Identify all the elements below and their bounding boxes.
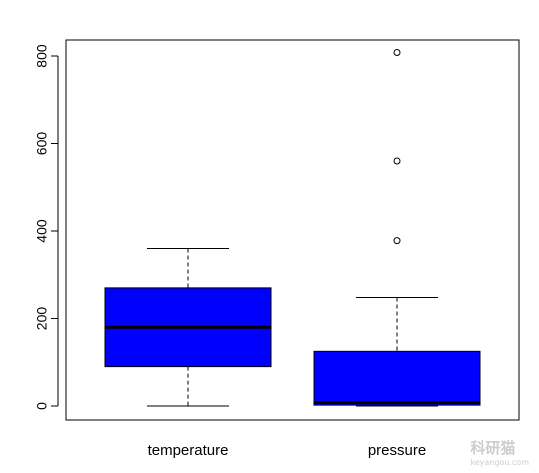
pressure-outlier-0 bbox=[393, 237, 401, 245]
x-axis-labels: temperature pressure bbox=[148, 442, 427, 459]
y-tick-label-200: 200 bbox=[34, 307, 50, 331]
pressure-outlier-1 bbox=[393, 157, 401, 165]
watermark-text: 科研猫 bbox=[470, 439, 516, 457]
y-tick-label-600: 600 bbox=[34, 132, 50, 156]
x-label-temperature: temperature bbox=[148, 442, 229, 459]
x-label-pressure: pressure bbox=[368, 442, 426, 459]
pressure-box bbox=[313, 350, 481, 406]
y-tick-label-0: 0 bbox=[34, 402, 50, 410]
y-tick-label-400: 400 bbox=[34, 219, 50, 243]
pressure-outlier-2 bbox=[393, 49, 401, 56]
boxes bbox=[104, 49, 481, 407]
y-tick-label-800: 800 bbox=[34, 44, 50, 68]
y-axis-ticks: 0 200 400 600 800 bbox=[34, 44, 58, 410]
watermark-subtext: keyangou.com bbox=[470, 458, 529, 467]
watermark-logo: 科研猫 keyangou.com bbox=[470, 437, 529, 467]
plot-frame bbox=[65, 39, 520, 421]
